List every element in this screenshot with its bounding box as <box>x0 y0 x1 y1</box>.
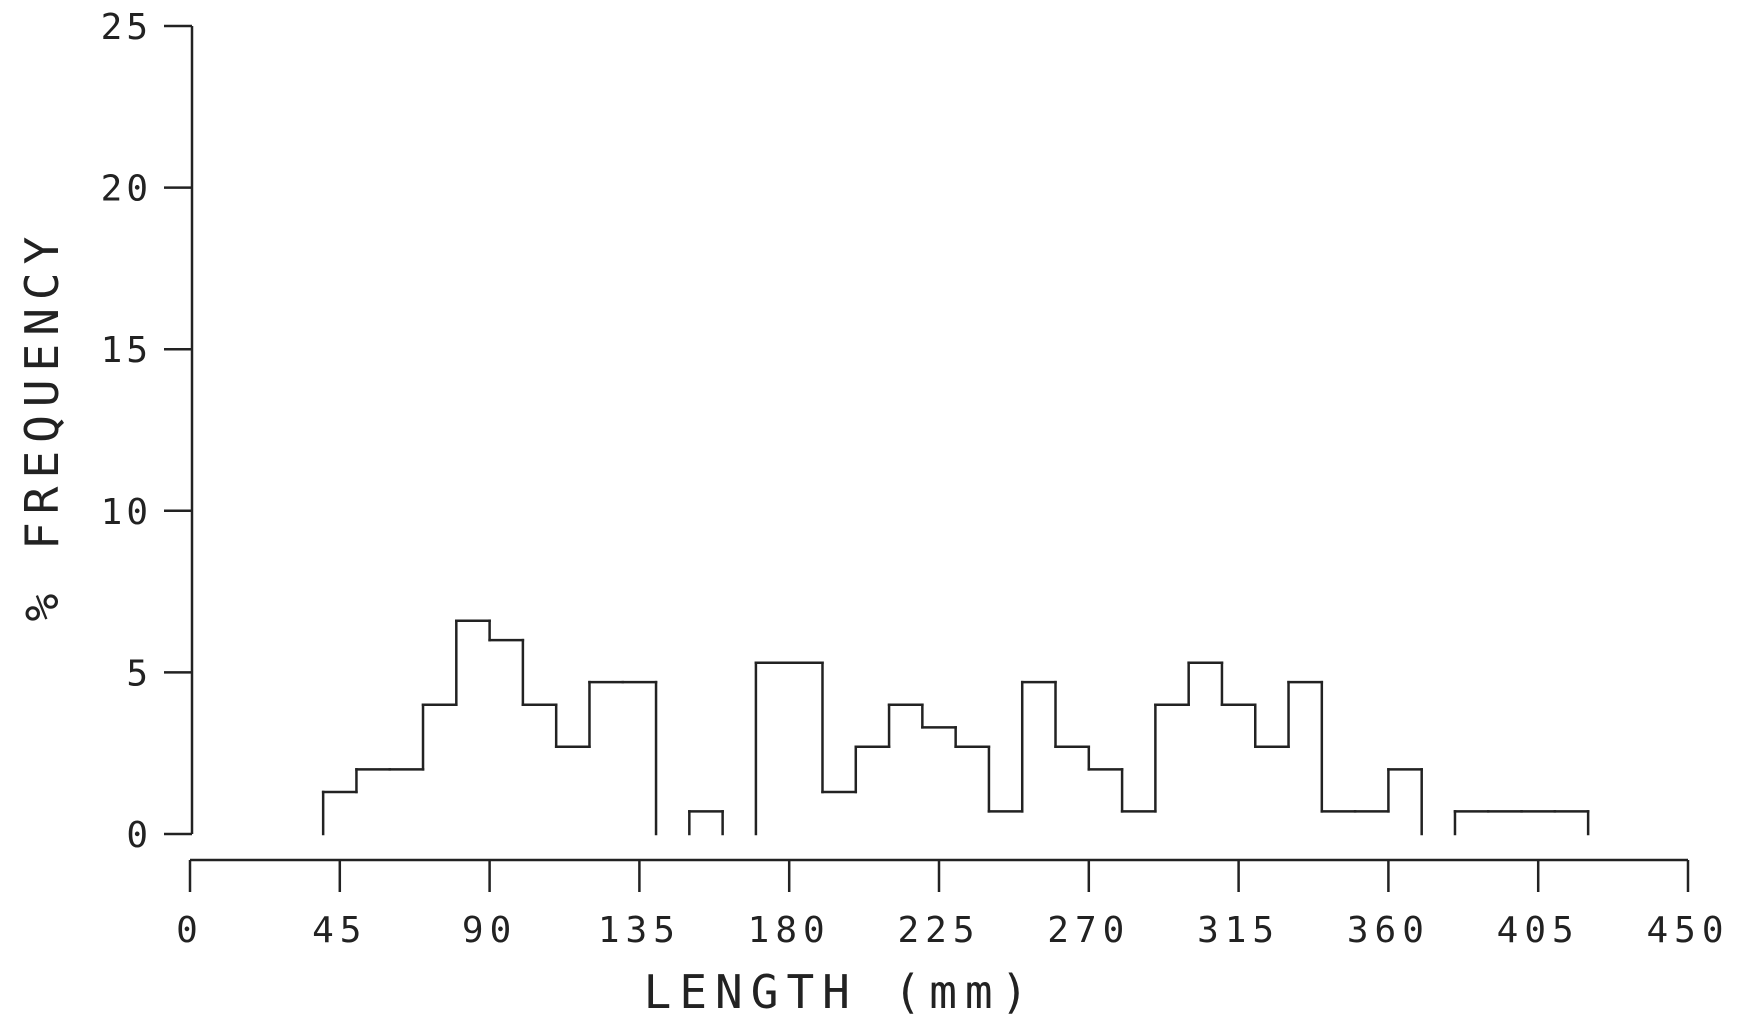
y-tick-label: 20 <box>101 169 152 210</box>
x-tick-label: 405 <box>1497 910 1580 951</box>
x-tick-label: 360 <box>1347 910 1430 951</box>
histogram-bars <box>321 619 1590 836</box>
x-tick-label: 225 <box>897 910 980 951</box>
y-tick-label: 25 <box>101 7 152 48</box>
y-tick-label: 15 <box>101 330 152 371</box>
y-axis-title: % FREQUENCY <box>15 229 69 622</box>
x-tick-label: 270 <box>1047 910 1130 951</box>
y-axis: 0 5 10 15 20 25 <box>101 7 194 856</box>
x-tick-label: 315 <box>1197 910 1280 951</box>
x-tick-label: 180 <box>748 910 831 951</box>
y-tick-label: 10 <box>101 492 152 533</box>
x-axis: 0 45 90 135 180 225 270 315 360 405 450 <box>176 858 1729 951</box>
x-tick-label: 45 <box>312 910 367 951</box>
y-tick-label: 0 <box>126 815 152 856</box>
y-tick-label: 5 <box>126 653 152 694</box>
x-tick-label: 450 <box>1646 910 1729 951</box>
x-tick-label: 90 <box>462 910 517 951</box>
x-tick-label: 135 <box>598 910 681 951</box>
x-tick-label: 0 <box>176 910 204 951</box>
x-axis-title: LENGTH (mm) <box>644 965 1037 1019</box>
